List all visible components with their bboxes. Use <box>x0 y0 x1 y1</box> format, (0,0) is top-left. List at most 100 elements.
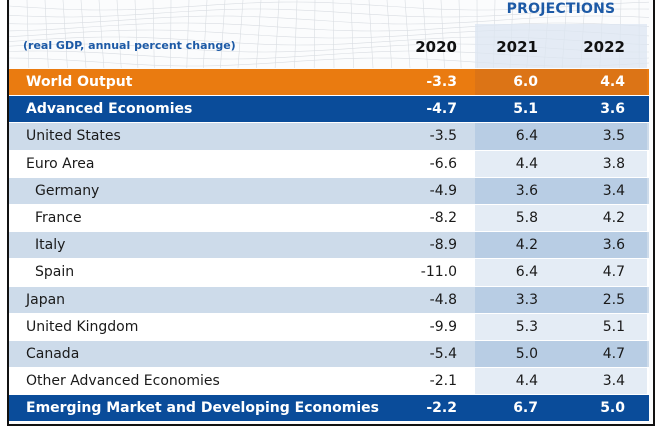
mesh-line <box>237 0 244 68</box>
mesh-line <box>332 0 335 68</box>
mesh-line <box>9 22 650 32</box>
table-body: World Output -3.3 6.0 4.4 Advanced Economies… <box>9 69 649 423</box>
projection-cell-shade <box>475 96 647 123</box>
value-cell-2022: 4.7 <box>602 345 625 362</box>
mesh-line <box>186 0 190 68</box>
table-row: Japan -4.8 3.3 2.5 <box>9 286 649 314</box>
value-cell-2022: 5.1 <box>602 318 625 335</box>
mesh-line <box>256 0 262 68</box>
row-label: Italy <box>35 237 66 254</box>
row-label: United States <box>26 128 121 145</box>
projection-cell-shade <box>475 177 647 204</box>
projection-cell-shade <box>475 368 647 395</box>
value-cell-2020: -11.0 <box>420 264 457 281</box>
mesh-line <box>44 0 49 68</box>
projection-cell-shade <box>475 259 647 286</box>
value-cell-2021: 5.0 <box>515 345 538 362</box>
value-cell-2021: 4.2 <box>515 237 538 254</box>
mesh-line <box>440 0 445 68</box>
value-cell-2020: -8.2 <box>429 209 457 226</box>
table-row: United States -3.5 6.4 3.5 <box>9 123 649 151</box>
row-label: World Output <box>26 74 133 90</box>
value-cell-2020: -3.3 <box>426 74 457 90</box>
mesh-line <box>386 0 393 68</box>
table-subtitle: (real GDP, annual percent change) <box>23 39 236 52</box>
mesh-line <box>9 15 650 25</box>
table-row: Canada -5.4 5.0 4.7 <box>9 340 649 369</box>
mesh-line <box>350 0 354 68</box>
table-row: Other Advanced Economies -2.1 4.4 3.4 <box>9 368 649 396</box>
value-cell-2022: 4.2 <box>602 209 625 226</box>
value-cell-2022: 3.8 <box>602 155 625 172</box>
value-cell-2022: 2.5 <box>602 291 625 308</box>
value-cell-2020: -5.4 <box>429 345 457 362</box>
table-row: Italy -8.9 4.2 3.6 <box>9 232 649 260</box>
row-label: Euro Area <box>26 155 95 172</box>
projections-header-shade <box>475 24 647 68</box>
value-cell-2021: 3.6 <box>515 182 538 199</box>
value-cell-2021: 6.7 <box>513 400 538 417</box>
value-cell-2020: -3.5 <box>429 128 457 145</box>
value-cell-2021: 3.3 <box>515 291 538 308</box>
mesh-line <box>220 0 226 68</box>
mesh-line <box>116 0 122 68</box>
projection-cell-shade <box>475 395 647 422</box>
mesh-line <box>26 0 30 68</box>
value-cell-2020: -6.6 <box>429 155 457 172</box>
value-cell-2022: 3.4 <box>602 182 625 199</box>
mesh-line <box>294 0 298 68</box>
mesh-line <box>458 0 462 68</box>
value-cell-2020: -9.9 <box>429 318 457 335</box>
value-cell-2022: 3.6 <box>602 237 625 254</box>
table-row: France -8.2 5.8 4.2 <box>9 204 649 233</box>
projection-cell-shade <box>475 313 647 340</box>
mesh-line <box>9 1 650 11</box>
value-cell-2020: -4.7 <box>426 101 457 118</box>
mesh-line <box>274 0 280 68</box>
table-row: Euro Area -6.6 4.4 3.8 <box>9 150 649 178</box>
mesh-line <box>134 0 139 68</box>
projection-cell-shade <box>475 232 647 259</box>
mesh-line <box>98 0 105 68</box>
mesh-line <box>404 0 411 68</box>
value-cell-2022: 3.6 <box>600 101 625 118</box>
table-row: Advanced Economies -4.7 5.1 3.6 <box>9 96 649 124</box>
value-cell-2022: 3.5 <box>602 128 625 145</box>
mesh-line <box>62 0 68 68</box>
value-cell-2021: 5.1 <box>513 101 538 118</box>
value-cell-2021: 5.8 <box>515 209 538 226</box>
row-label: Canada <box>26 345 80 362</box>
projection-cell-shade <box>475 123 647 150</box>
row-label: United Kingdom <box>26 318 139 335</box>
value-cell-2022: 4.4 <box>600 74 625 90</box>
mesh-line <box>80 0 87 68</box>
column-header-2021: 2021 <box>496 38 538 56</box>
value-cell-2022: 5.0 <box>600 400 625 417</box>
mesh-line <box>9 8 650 18</box>
table-row: Germany -4.9 3.6 3.4 <box>9 177 649 205</box>
projection-cell-shade <box>475 340 647 368</box>
value-cell-2021: 4.4 <box>515 155 538 172</box>
table-row: Emerging Market and Developing Economies… <box>9 395 649 423</box>
mesh-line <box>203 0 208 68</box>
row-label: France <box>35 209 82 226</box>
value-cell-2021: 5.3 <box>515 318 538 335</box>
table-row: United Kingdom -9.9 5.3 5.1 <box>9 313 649 341</box>
column-header-2022: 2022 <box>583 38 625 56</box>
mesh-line <box>313 0 316 68</box>
row-label: Germany <box>35 182 100 199</box>
mesh-line <box>152 0 155 68</box>
value-cell-2021: 6.0 <box>513 74 538 90</box>
value-cell-2021: 6.4 <box>515 128 538 145</box>
mesh-line <box>422 0 428 68</box>
projection-cell-shade <box>475 286 647 313</box>
value-cell-2022: 3.4 <box>602 373 625 390</box>
gdp-table-frame: PROJECTIONS (real GDP, annual percent ch… <box>7 0 655 426</box>
value-cell-2020: -4.9 <box>429 182 457 199</box>
value-cell-2020: -4.8 <box>429 291 457 308</box>
value-cell-2022: 4.7 <box>602 264 625 281</box>
projections-label: PROJECTIONS <box>506 1 616 17</box>
mesh-line <box>368 0 374 68</box>
row-label: Spain <box>35 264 75 281</box>
mesh-line <box>170 0 172 68</box>
